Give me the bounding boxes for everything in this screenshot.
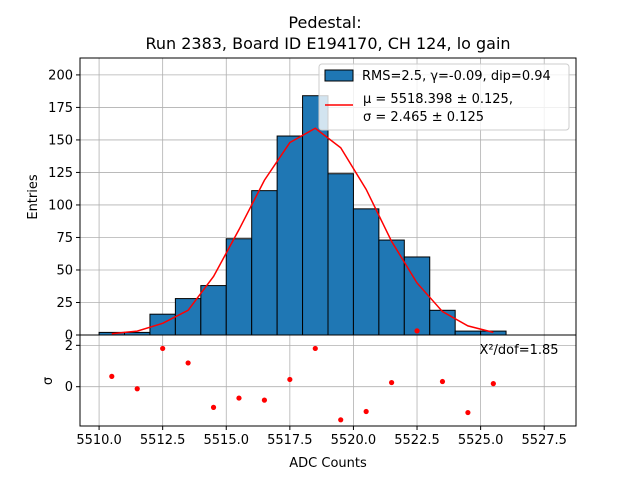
bottom-y-axis-ticks: 02 xyxy=(65,339,80,395)
xtick-label-6: 5525.0 xyxy=(458,433,504,448)
fit-curve xyxy=(111,127,494,335)
xtick-label-3: 5517.5 xyxy=(267,433,313,448)
bottom-y-axis-label: σ xyxy=(41,377,56,385)
top-ytick-label-2: 50 xyxy=(56,263,73,278)
residual-point-2 xyxy=(160,345,166,352)
residual-point-6 xyxy=(261,397,268,403)
top-ytick-label-8: 200 xyxy=(48,68,73,83)
histogram-bar-8 xyxy=(302,95,329,336)
residual-point-15 xyxy=(490,381,496,387)
bottom-plot-frame xyxy=(79,334,577,427)
residual-point-9 xyxy=(338,417,344,423)
xtick-label-1: 5512.5 xyxy=(140,433,186,448)
histogram-bar-11 xyxy=(378,239,405,336)
top-ytick-label-5: 125 xyxy=(48,166,73,181)
fit-curve-group xyxy=(111,127,494,335)
residual-points xyxy=(109,328,496,423)
legend-fit-label-line2: σ = 2.465 ± 0.125 xyxy=(363,110,484,125)
residual-point-3 xyxy=(185,360,191,366)
top-ytick-label-1: 25 xyxy=(56,296,73,311)
histogram-bar-10 xyxy=(352,208,380,336)
top-ytick-label-3: 75 xyxy=(56,231,73,246)
bottom-grid xyxy=(80,335,576,426)
histogram-bar-6 xyxy=(251,190,278,336)
histogram-bar-7 xyxy=(276,135,304,336)
histogram-bar-4 xyxy=(200,285,227,336)
legend-box xyxy=(318,63,570,131)
residual-point-1 xyxy=(134,386,140,392)
top-y-axis-label: Entries xyxy=(26,174,41,220)
top-ytick-label-6: 150 xyxy=(48,133,73,148)
top-ytick-label-0: 0 xyxy=(65,329,73,344)
residual-point-12 xyxy=(414,328,420,334)
bottom-ytick-label-1: 2 xyxy=(65,339,73,354)
top-y-axis-ticks: 0 25 50 75 100 125 150 175 200 xyxy=(48,68,80,344)
bottom-ytick-label-0: 0 xyxy=(65,380,73,395)
bottom-x-axis-ticks: 5510.0 5512.5 5515.0 5517.5 5520.0 5522.5 5525… xyxy=(76,426,567,448)
residual-point-8 xyxy=(312,345,318,352)
residual-point-0 xyxy=(109,373,115,379)
histogram-bar-2 xyxy=(149,313,176,336)
residual-point-5 xyxy=(236,395,242,401)
xtick-label-0: 5510.0 xyxy=(76,433,122,448)
top-ytick-label-4: 100 xyxy=(48,198,73,213)
histogram-bar-14 xyxy=(454,330,482,336)
xtick-label-5: 5522.5 xyxy=(394,433,440,448)
histogram-bar-13 xyxy=(429,309,456,336)
top-ytick-label-7: 175 xyxy=(48,101,73,116)
histogram-bars xyxy=(98,95,507,336)
legend-hist-label: RMS=2.5, γ=-0.09, dip=0.94 xyxy=(362,69,551,84)
legend: RMS=2.5, γ=-0.09, dip=0.94 μ = 5518.398 … xyxy=(318,63,570,131)
residual-point-11 xyxy=(388,379,395,386)
chart-title-line1: Pedestal: xyxy=(288,13,361,32)
xtick-label-2: 5515.0 xyxy=(204,433,250,448)
histogram-bar-9 xyxy=(327,173,354,336)
legend-hist-swatch xyxy=(324,69,354,82)
x-axis-label: ADC Counts xyxy=(289,456,367,471)
residual-point-4 xyxy=(210,404,217,410)
residual-point-10 xyxy=(363,408,369,415)
residual-point-14 xyxy=(465,409,471,416)
xtick-label-7: 5527.5 xyxy=(521,433,567,448)
histogram-bar-5 xyxy=(225,238,253,336)
chi2-annotation: X²/dof=1.85 xyxy=(479,343,558,358)
legend-fit-label-line1: μ = 5518.398 ± 0.125, xyxy=(363,92,513,107)
residual-point-13 xyxy=(439,378,446,385)
histogram-bar-3 xyxy=(174,298,202,336)
residual-point-7 xyxy=(287,376,293,383)
chart-title-line2: Run 2383, Board ID E194170, CH 124, lo g… xyxy=(145,34,510,53)
xtick-label-4: 5520.0 xyxy=(331,433,377,448)
